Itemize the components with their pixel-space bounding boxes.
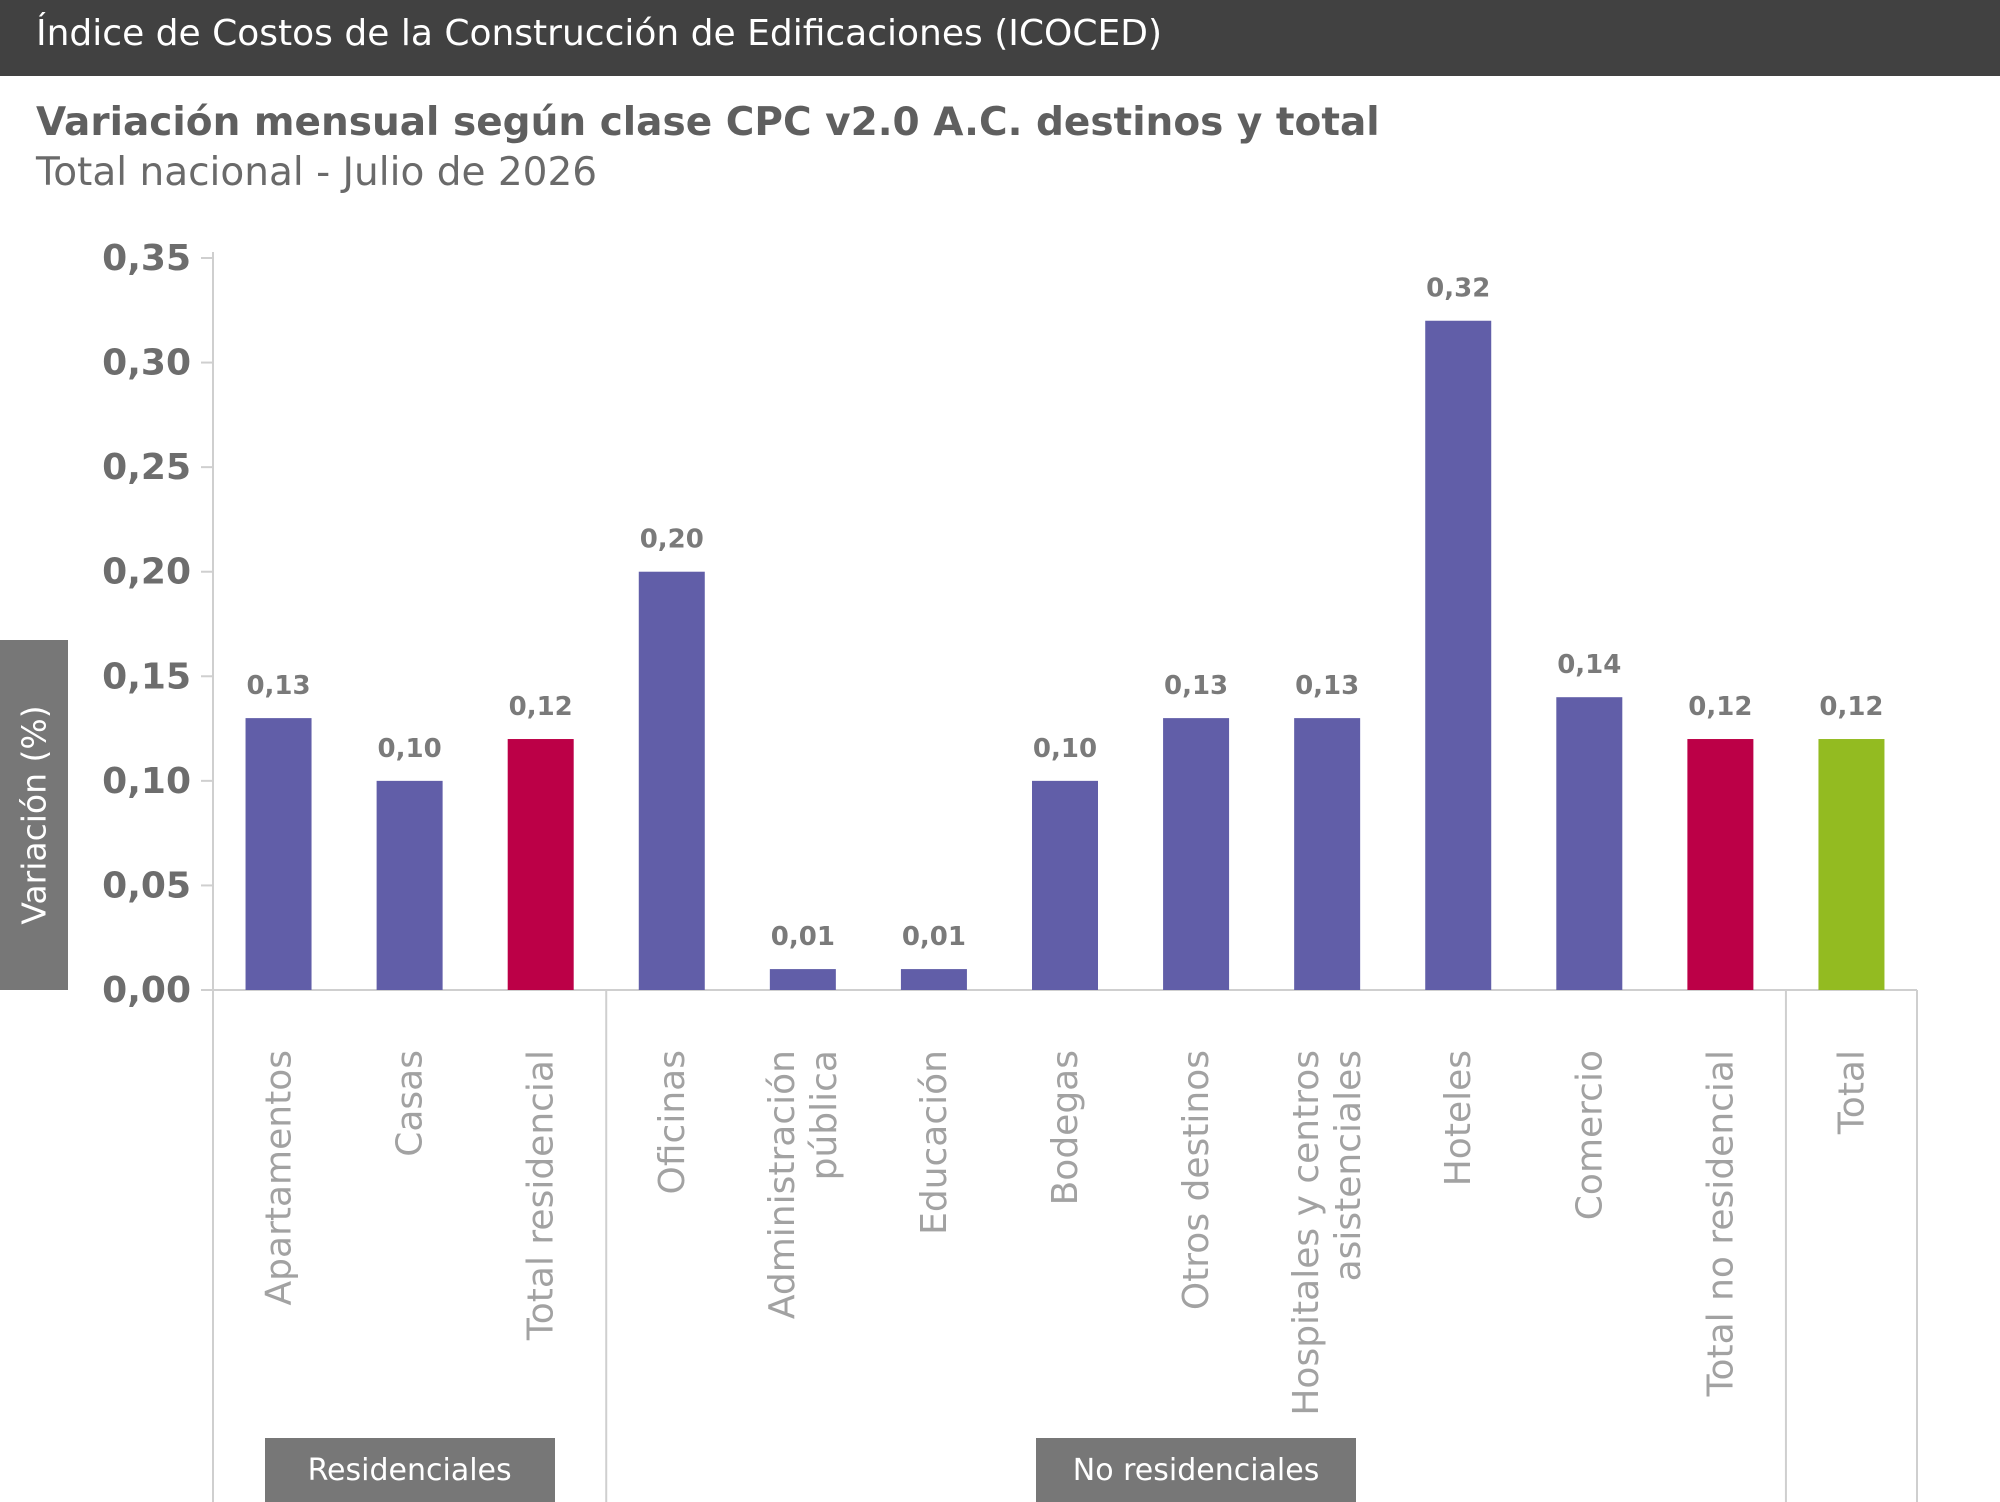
x-category-label-line: Total — [1831, 1050, 1872, 1135]
data-label: 0,12 — [1688, 692, 1752, 722]
group-label: Residenciales — [307, 1452, 512, 1488]
x-category-label: Casas — [390, 1050, 431, 1157]
x-category-label: Total — [1831, 1050, 1872, 1135]
chart-subtitle: Total nacional - Julio de 2026 — [36, 150, 598, 195]
y-tick-label: 0,20 — [102, 552, 191, 593]
data-label: 0,13 — [246, 671, 310, 701]
data-label: 0,13 — [1164, 671, 1228, 701]
group-label: No residenciales — [1072, 1452, 1320, 1488]
x-category-label: Hoteles — [1438, 1050, 1479, 1186]
bar — [1032, 780, 1098, 990]
x-category-label: Educación — [914, 1050, 955, 1235]
data-label: 0,10 — [1033, 734, 1097, 764]
x-category-label-line: Comercio — [1569, 1050, 1610, 1220]
data-label: 0,12 — [1819, 692, 1883, 722]
x-category-label: Oficinas — [652, 1050, 693, 1194]
y-tick-label: 0,30 — [102, 343, 191, 384]
y-tick-label: 0,10 — [102, 761, 191, 802]
data-label: 0,14 — [1557, 650, 1621, 680]
x-category-label: Otros destinos — [1176, 1050, 1217, 1310]
y-tick-label: 0,35 — [102, 238, 191, 279]
x-category-label-line: Apartamentos — [259, 1050, 300, 1305]
x-category-label-line: Educación — [914, 1050, 955, 1235]
header-title: Índice de Costos de la Construcción de E… — [36, 13, 1163, 54]
bar — [900, 969, 967, 990]
x-category-label: Bodegas — [1045, 1050, 1086, 1205]
bar — [245, 718, 312, 990]
data-label: 0,01 — [771, 922, 835, 952]
x-category-label: Comercio — [1569, 1050, 1610, 1220]
x-category-label-line: Casas — [390, 1050, 431, 1157]
y-tick-label: 0,25 — [102, 447, 191, 488]
x-category-label-line: Administración — [762, 1050, 803, 1319]
bar — [1163, 718, 1230, 990]
bar — [769, 969, 836, 990]
bar — [376, 780, 443, 990]
x-category-label-line: Hospitales y centros — [1286, 1050, 1327, 1416]
x-category-label: Administración pública — [762, 1050, 845, 1319]
bar — [1556, 697, 1623, 990]
bar — [1425, 320, 1492, 990]
bar — [1818, 739, 1885, 990]
header-bar: Índice de Costos de la Construcción de E… — [0, 0, 2000, 76]
bar — [507, 739, 574, 990]
x-category-label: Apartamentos — [259, 1050, 300, 1305]
data-label: 0,10 — [378, 734, 442, 764]
x-category-label-line: Otros destinos — [1176, 1050, 1217, 1310]
x-category-label: Hospitales y centros asistenciales — [1286, 1050, 1369, 1416]
data-label: 0,12 — [509, 692, 573, 722]
group-label-box: Residenciales — [264, 1438, 555, 1502]
x-category-label-line: Oficinas — [652, 1050, 693, 1194]
bar — [1687, 739, 1754, 990]
data-label: 0,01 — [902, 922, 966, 952]
group-label-box: No residenciales — [1036, 1438, 1357, 1502]
data-label: 0,13 — [1295, 671, 1359, 701]
chart-title: Variación mensual según clase CPC v2.0 A… — [36, 100, 1380, 145]
x-category-label: Total no residencial — [1700, 1050, 1741, 1397]
y-tick-label: 0,05 — [102, 865, 191, 906]
y-axis-label-box: Variación (%) — [0, 640, 68, 990]
bar — [1294, 718, 1361, 990]
x-category-label-line: Hoteles — [1438, 1050, 1479, 1186]
x-category-label-line: Total no residencial — [1700, 1050, 1741, 1397]
x-category-label-line: asistenciales — [1328, 1050, 1369, 1281]
x-category-label-line: Bodegas — [1045, 1050, 1086, 1205]
data-label: 0,20 — [640, 525, 704, 555]
data-label: 0,32 — [1426, 274, 1490, 304]
bar — [638, 571, 705, 990]
y-tick-label: 0,15 — [102, 656, 191, 697]
x-category-label-line: Total residencial — [521, 1050, 562, 1341]
y-tick-label: 0,00 — [102, 970, 191, 1011]
x-category-label: Total residencial — [521, 1050, 562, 1341]
x-category-label-line: pública — [804, 1050, 845, 1180]
